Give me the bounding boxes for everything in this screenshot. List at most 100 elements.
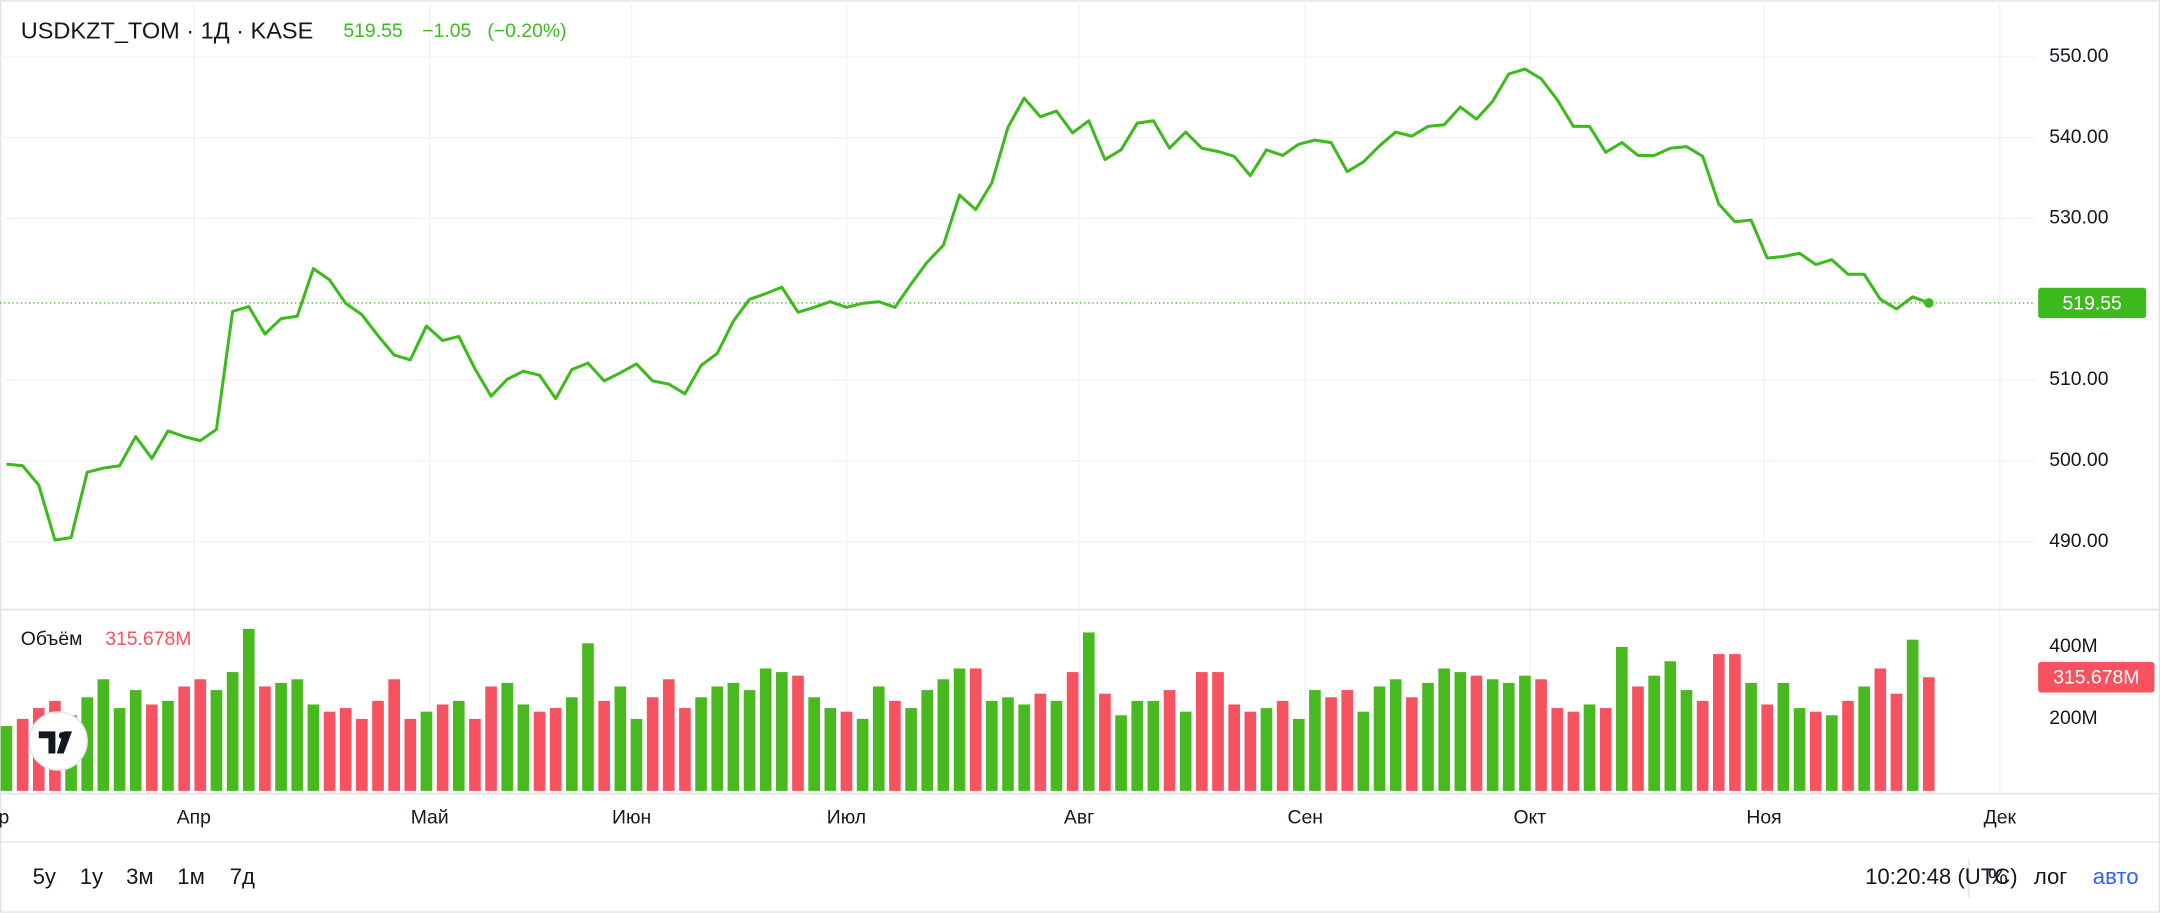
scale-option[interactable]: авто [2093, 864, 2139, 889]
volume-bar [1341, 690, 1354, 791]
x-tick-label: Июн [612, 807, 651, 829]
range-button[interactable]: 5у [33, 864, 57, 889]
volume-bar [1906, 639, 1919, 791]
volume-bar [1826, 715, 1838, 791]
x-tick-label: Апр [177, 807, 211, 829]
y-tick-label: 490.00 [2049, 530, 2108, 552]
volume-bar [1648, 675, 1660, 791]
volume-bar [146, 704, 158, 791]
volume-bar [194, 679, 207, 791]
volume-bar [937, 679, 950, 791]
volume-bar [727, 682, 740, 791]
volume-bar [598, 700, 610, 791]
range-button[interactable]: 1м [177, 864, 205, 889]
volume-bar [1551, 708, 1564, 791]
volume-bar [1212, 672, 1224, 791]
volume-marker-label: 315.678M [2053, 667, 2139, 689]
legend: USDKZT_TOM · 1Д · KASE 519.55 −1.05 (−0.… [21, 17, 567, 650]
x-tick-label: Июл [827, 807, 866, 829]
volume-bar [1034, 693, 1047, 791]
volume-bar [1115, 715, 1127, 791]
range-button[interactable]: 1у [80, 864, 104, 889]
volume-bar [1018, 704, 1030, 791]
volume-bar [1389, 679, 1402, 791]
volume-marker [2038, 661, 2155, 693]
volume-bar [1082, 632, 1095, 791]
volume-bar [1583, 704, 1596, 791]
x-tick-label: Ноя [1746, 807, 1781, 829]
volume-bar [226, 672, 239, 791]
y-tick-label: 510.00 [2049, 368, 2108, 390]
volume-bar [1664, 661, 1677, 791]
volume-bar [259, 686, 271, 791]
x-tick-label: Дек [1984, 807, 2017, 829]
volume-bar [1438, 668, 1450, 791]
volume-bar [856, 718, 869, 791]
volume-bar [582, 643, 594, 791]
volume-bar [679, 708, 691, 791]
scale-option[interactable]: лог [2034, 864, 2068, 889]
volume-bar [1922, 677, 1935, 791]
volume-bar [178, 686, 190, 791]
volume-bar [533, 711, 546, 791]
volume-bar [921, 690, 934, 791]
volume-bar [808, 697, 820, 791]
y-tick-label: 540.00 [2049, 126, 2108, 148]
volume-bar [1260, 708, 1273, 791]
last-point [1923, 298, 1934, 308]
volume-bar [1874, 668, 1887, 791]
volume-bar [420, 711, 433, 791]
x-tick-label: Май [411, 807, 449, 829]
volume-bar [1502, 682, 1515, 791]
volume-bar [905, 708, 917, 791]
volume-bar [1099, 693, 1111, 791]
volume-bar [1616, 646, 1628, 791]
volume-bar [501, 682, 514, 791]
volume-bar [388, 679, 400, 791]
volume-bar [1163, 690, 1176, 791]
volume-bar [1002, 697, 1014, 791]
volume-bar [1373, 686, 1386, 791]
volume-bar [1454, 672, 1467, 791]
volume-bar [1050, 700, 1063, 791]
volume-bar [452, 700, 465, 791]
x-tick-label: Авг [1064, 807, 1094, 829]
volume-bar [323, 711, 336, 791]
volume-bar [776, 672, 788, 791]
volume-bar [630, 718, 643, 791]
volume-bar [646, 697, 659, 791]
volume-title: Объём [21, 628, 83, 650]
volume-bar [339, 708, 352, 791]
range-button[interactable]: 3м [126, 864, 154, 889]
volume-bar [113, 708, 126, 791]
volume-bar [953, 668, 966, 791]
volume-bar [404, 718, 417, 791]
volume-bar [372, 700, 384, 791]
scale-option[interactable]: % [1988, 864, 2008, 889]
volume-bar [1632, 686, 1644, 791]
y-tick-label: 530.00 [2049, 207, 2108, 229]
range-button[interactable]: 7д [230, 864, 255, 889]
symbol-title: USDKZT_TOM · 1Д · KASE [21, 17, 314, 43]
volume-bar [469, 718, 481, 791]
volume-bar [1729, 654, 1741, 791]
volume-bar [1276, 700, 1289, 791]
volume-bar [162, 700, 174, 791]
volume-bar [1325, 697, 1337, 791]
volume-bar [1179, 711, 1192, 791]
price-line [6, 67, 1930, 542]
volume-bar [743, 690, 756, 791]
volume-bar [1066, 672, 1079, 791]
volume-bar [1244, 711, 1257, 791]
volume-bar [1486, 679, 1499, 791]
volume-bar [242, 628, 255, 791]
y-tick-label: 550.00 [2049, 45, 2108, 67]
volume-bar [872, 686, 885, 791]
volume-bar [1196, 672, 1208, 791]
volume-bar [1131, 700, 1144, 791]
volume-bar [1890, 693, 1903, 791]
x-tick-label: Мар [0, 807, 9, 829]
volume-bar [1309, 690, 1321, 791]
volume-bar [97, 679, 110, 791]
